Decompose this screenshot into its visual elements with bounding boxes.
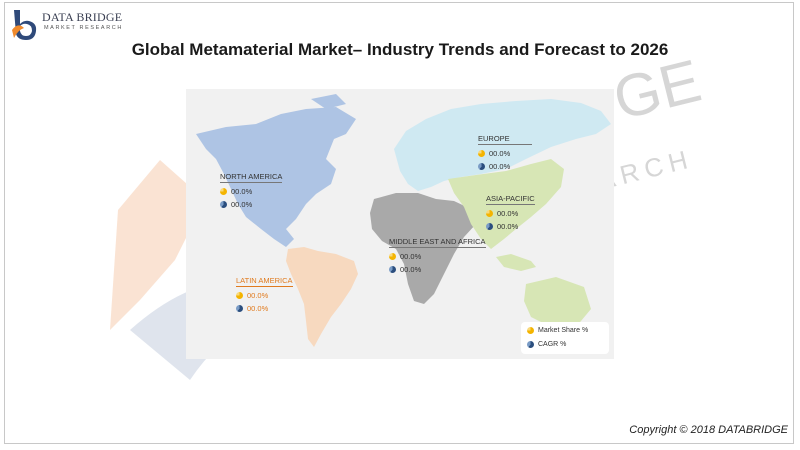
logo-title: DATA BRIDGE [42, 10, 123, 24]
cagr-value: 00.0% [400, 264, 422, 274]
legend-cagr: CAGR % [527, 341, 566, 348]
map-legend: Market Share % CAGR % [521, 322, 609, 354]
logo-subtitle: MARKET RESEARCH [44, 25, 123, 31]
logo-icon [12, 10, 37, 40]
region-latin-america[interactable]: LATIN AMERICA 00.0% 00.0% [236, 276, 293, 313]
brand-logo[interactable]: DATA BRIDGE MARKET RESEARCH [10, 8, 140, 44]
market-share-icon [478, 149, 485, 157]
market-share-icon [486, 209, 493, 217]
region-name: EUROPE [478, 134, 532, 145]
cagr-icon [389, 265, 396, 273]
copyright-text: Copyright © 2018 DATABRIDGE [629, 424, 788, 436]
market-share-stat: 00.0% [478, 148, 532, 158]
legend-cagr-label: CAGR % [538, 341, 567, 348]
cagr-value: 00.0% [247, 303, 269, 313]
market-share-icon [236, 291, 243, 299]
page-title: Global Metamaterial Market– Industry Tre… [131, 40, 669, 59]
slide-frame [4, 2, 794, 444]
market-share-value: 00.0% [231, 186, 253, 196]
legend-market-share-label: Market Share % [538, 327, 589, 334]
market-share-icon [527, 327, 534, 334]
market-share-icon [220, 187, 227, 195]
region-europe[interactable]: EUROPE 00.0% 00.0% [478, 134, 532, 171]
region-middle-east-africa[interactable]: MIDDLE EAST AND AFRICA 00.0% 00.0% [389, 237, 486, 274]
market-share-value: 00.0% [489, 148, 511, 158]
cagr-value: 00.0% [497, 221, 519, 231]
cagr-icon [236, 304, 243, 312]
asia-pacific-shape [448, 159, 591, 327]
cagr-stat: 00.0% [486, 221, 535, 231]
cagr-stat: 00.0% [220, 199, 282, 209]
cagr-icon [478, 162, 485, 170]
market-share-stat: 00.0% [236, 290, 293, 300]
region-name: LATIN AMERICA [236, 276, 293, 287]
region-asia-pacific[interactable]: ASIA-PACIFIC 00.0% 00.0% [486, 194, 535, 231]
cagr-value: 00.0% [231, 199, 253, 209]
cagr-value: 00.0% [489, 161, 511, 171]
world-map-graphic [196, 94, 611, 347]
north-america-shape [196, 94, 356, 247]
latin-america-shape [286, 247, 358, 347]
market-share-value: 00.0% [400, 251, 422, 261]
market-share-stat: 00.0% [389, 251, 486, 261]
cagr-stat: 00.0% [389, 264, 486, 274]
market-share-stat: 00.0% [220, 186, 282, 196]
region-name: NORTH AMERICA [220, 172, 283, 183]
cagr-icon [220, 200, 227, 208]
market-share-stat: 00.0% [486, 208, 535, 218]
cagr-icon [527, 341, 534, 348]
europe-shape [394, 99, 611, 191]
region-name: ASIA-PACIFIC [486, 194, 535, 205]
cagr-stat: 00.0% [478, 161, 532, 171]
region-north-america[interactable]: NORTH AMERICA 00.0% 00.0% [220, 172, 283, 209]
world-map: NORTH AMERICA 00.0% 00.0% EUROPE 00.0% 0… [186, 89, 614, 359]
cagr-stat: 00.0% [236, 303, 293, 313]
market-share-value: 00.0% [497, 208, 519, 218]
market-share-icon [389, 252, 396, 260]
region-name: MIDDLE EAST AND AFRICA [389, 237, 486, 248]
legend-market-share: Market Share % [527, 327, 588, 334]
cagr-icon [486, 222, 493, 230]
middle-east-africa-shape [370, 193, 476, 304]
market-share-value: 00.0% [247, 290, 269, 300]
